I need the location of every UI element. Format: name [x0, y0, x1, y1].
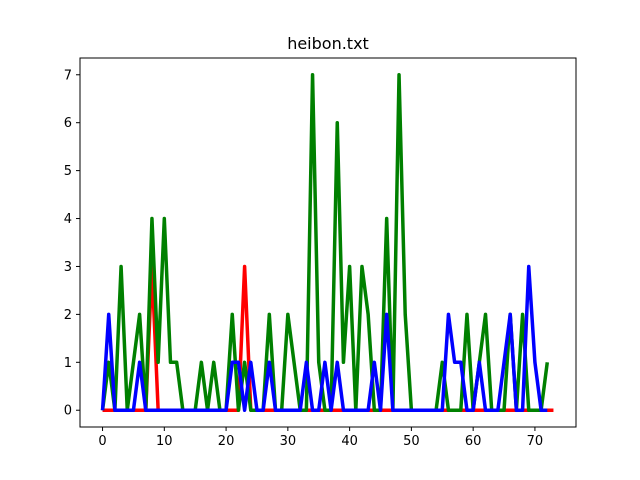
x-tick-label: 0 [98, 434, 106, 449]
x-tick-label: 40 [341, 434, 358, 449]
x-tick-label: 50 [403, 434, 420, 449]
x-tick-label: 10 [156, 434, 173, 449]
y-tick-label: 3 [64, 260, 72, 275]
series-line-3 [100, 264, 548, 412]
x-tick-label: 70 [527, 434, 544, 449]
x-tick-label: 30 [280, 434, 297, 449]
series-layer [100, 73, 554, 412]
axes-layer: 0 10 20 30 40 50 60 70 0 1 2 3 4 5 6 7 [64, 57, 577, 449]
y-tick-label: 7 [64, 68, 72, 83]
x-tick-label: 20 [218, 434, 235, 449]
y-tick-label: 6 [64, 116, 72, 131]
x-tick-label: 60 [465, 434, 482, 449]
chart-title: heibon.txt [287, 34, 369, 53]
y-tick-label: 0 [64, 404, 72, 419]
y-tick-label: 5 [64, 164, 72, 179]
y-tick-label: 2 [64, 308, 72, 323]
y-tick-label: 1 [64, 356, 72, 371]
axes-frame [79, 57, 577, 428]
y-tick-label: 4 [64, 212, 72, 227]
